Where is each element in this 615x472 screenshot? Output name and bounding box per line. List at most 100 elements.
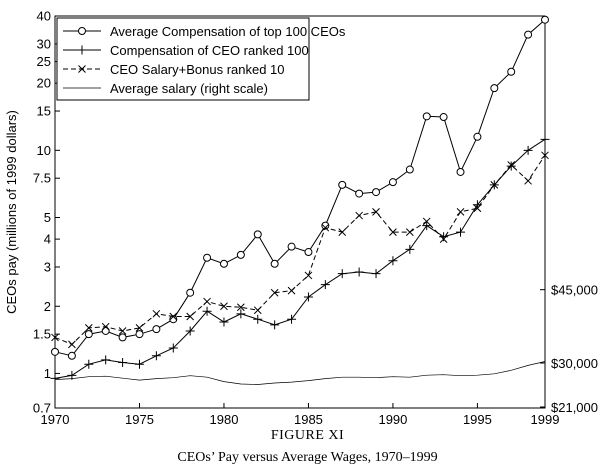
legend: Average Compensation of top 100 CEOs Com… <box>56 17 346 101</box>
data-point-x <box>338 228 347 236</box>
series-layer <box>50 15 550 385</box>
data-point-x <box>422 217 431 226</box>
data-point-circle <box>270 259 279 268</box>
x-tick-label: 1980 <box>210 412 239 425</box>
y-tick-label: 4 <box>44 232 51 247</box>
data-point-x <box>439 235 448 243</box>
data-point-x <box>203 297 211 306</box>
y-tick-label: 5 <box>44 210 51 225</box>
data-point-plus <box>168 343 178 353</box>
y-tick-label: 2 <box>44 299 51 314</box>
data-point-plus <box>456 227 466 237</box>
data-point-plus <box>337 269 347 279</box>
data-point-x <box>541 151 549 160</box>
data-point-x <box>84 324 93 332</box>
data-point-x <box>507 161 516 169</box>
right-axis-ticks: $45,000 $30,000 $21,000 <box>540 283 598 415</box>
series-line <box>54 138 546 379</box>
data-point-x <box>456 207 465 216</box>
data-point-circle <box>490 84 499 93</box>
data-point-circle <box>422 112 431 121</box>
data-point-plus <box>151 351 161 361</box>
data-point-plus <box>84 359 94 369</box>
plot-frame <box>54 15 546 409</box>
data-point-x <box>169 312 178 321</box>
data-point-circle <box>67 351 76 360</box>
legend-item-avg-salary: Average salary (right scale) <box>63 81 268 96</box>
series-3 <box>51 151 549 349</box>
data-point-x <box>389 228 397 236</box>
data-point-plus <box>405 244 415 254</box>
y-tick-label: 7.5 <box>33 171 51 186</box>
data-point-x <box>253 306 262 315</box>
data-point-x <box>524 176 532 185</box>
data-point-x <box>135 324 144 332</box>
legend-label: Compensation of CEO ranked 100 <box>110 43 309 58</box>
legend-box <box>56 17 310 101</box>
figure-label: FIGURE XI <box>270 428 345 443</box>
data-point-x <box>405 228 414 236</box>
data-point-circle <box>186 288 195 297</box>
series-4 <box>54 361 546 385</box>
series-1 <box>51 15 549 360</box>
y-tick-label: 40 <box>37 9 51 24</box>
series-line <box>54 155 546 345</box>
y-tick-label: 1.5 <box>33 327 51 342</box>
x-tick-label: 1975 <box>125 412 154 425</box>
y-tick-label: 30 <box>37 36 51 51</box>
legend-label: CEO Salary+Bonus ranked 10 <box>110 62 285 77</box>
data-point-circle <box>355 189 364 198</box>
x-marker-icon <box>78 65 86 73</box>
x-axis-ticks: 1970 1975 1980 1985 1990 1995 1999 <box>41 403 559 425</box>
data-point-x <box>355 211 363 220</box>
data-point-x <box>68 340 76 349</box>
data-point-x <box>101 322 110 331</box>
data-point-circle <box>541 15 549 24</box>
data-point-x <box>304 271 313 280</box>
data-point-circle <box>372 188 381 197</box>
data-point-circle <box>101 326 110 335</box>
x-tick-label: 1970 <box>41 412 70 425</box>
right-tick-label: $21,000 <box>551 400 598 415</box>
data-point-circle <box>84 330 93 339</box>
data-point-plus <box>371 269 381 279</box>
data-point-plus <box>219 317 229 327</box>
data-point-x <box>321 223 330 232</box>
data-point-circle <box>51 347 59 356</box>
y-tick-label: 20 <box>37 76 51 91</box>
data-point-circle <box>405 165 414 174</box>
data-point-plus <box>270 320 280 330</box>
data-point-plus <box>287 314 297 324</box>
y-tick-label: 10 <box>37 143 51 158</box>
series-line <box>54 361 546 385</box>
right-tick-label: $45,000 <box>551 283 598 298</box>
data-point-plus <box>540 134 550 144</box>
data-point-circle <box>388 178 397 187</box>
data-point-plus <box>303 292 313 302</box>
y-tick-label: 15 <box>37 104 51 119</box>
data-point-x <box>118 327 127 335</box>
data-point-circle <box>524 30 533 39</box>
legend-item-rank100: Compensation of CEO ranked 100 <box>63 43 309 58</box>
data-point-x <box>372 207 380 216</box>
data-point-circle <box>338 180 347 189</box>
data-point-x <box>287 286 296 295</box>
figure-caption: CEOs’ Pay versus Average Wages, 1970–199… <box>177 450 438 465</box>
data-point-plus <box>134 359 144 369</box>
data-point-x <box>270 288 279 297</box>
x-tick-label: 1985 <box>294 412 323 425</box>
data-point-circle <box>439 113 448 122</box>
data-point-plus <box>236 309 246 319</box>
legend-label: Average salary (right scale) <box>110 81 268 96</box>
x-tick-label: 1995 <box>463 412 492 425</box>
data-point-circle <box>507 67 516 76</box>
y-tick-label: 1 <box>44 366 51 381</box>
data-point-circle <box>253 230 262 239</box>
data-point-x <box>152 309 161 318</box>
data-point-circle <box>118 333 127 342</box>
data-point-circle <box>152 325 161 334</box>
data-point-x <box>51 333 59 342</box>
data-point-circle <box>304 248 313 257</box>
data-point-x <box>237 303 245 312</box>
data-point-circle <box>219 259 228 268</box>
